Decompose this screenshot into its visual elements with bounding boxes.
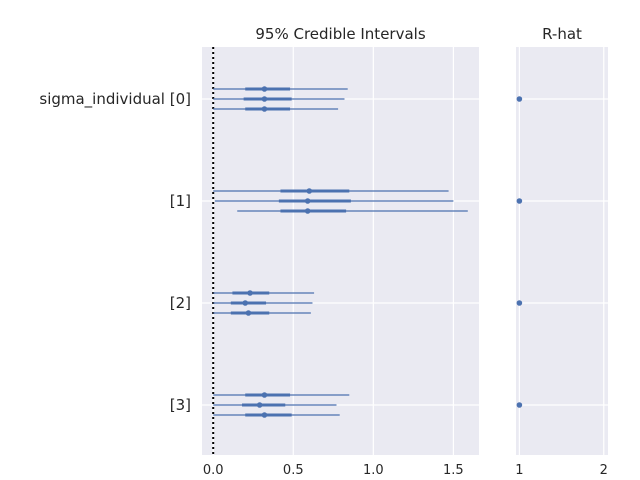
- rhat-plot-area: [516, 47, 608, 455]
- rhat-point: [516, 402, 523, 408]
- parameter-label: sigma_individual [0]: [39, 90, 191, 109]
- interval-median-point: [304, 208, 311, 214]
- credible-intervals-x-ticks: 0.0 0.5 1.0 1.5: [203, 463, 464, 478]
- parameter-label: [3]: [170, 396, 191, 414]
- credible-intervals-x-tick-label: 1.0: [363, 463, 384, 478]
- interval-median-point: [247, 290, 253, 296]
- credible-intervals-x-tick-label: 0.0: [203, 463, 224, 478]
- credible-intervals-title: 95% Credible Intervals: [255, 25, 425, 43]
- interval-median-point: [261, 392, 268, 398]
- interval-median-point: [242, 300, 249, 306]
- rhat-x-tick-label: 2: [600, 463, 608, 478]
- interval-median-point: [304, 198, 311, 204]
- interval-median-point: [261, 412, 268, 418]
- credible-intervals-panel: 95% Credible Intervals 0.0 0.5 1.0 1.5 sigm…: [39, 25, 479, 478]
- credible-intervals-plot-area: [202, 47, 479, 455]
- interval-median-point: [261, 86, 268, 92]
- rhat-gridlines: [516, 47, 608, 455]
- credible-intervals-x-tick-label: 0.5: [283, 463, 304, 478]
- interval-median-point: [256, 402, 263, 408]
- rhat-x-tick-label: 1: [515, 463, 523, 478]
- parameter-label: [1]: [170, 192, 191, 210]
- interval-median-point: [245, 310, 252, 316]
- credible-intervals-marks: [213, 86, 468, 418]
- parameter-labels: sigma_individual [0] [1] [2] [3]: [39, 90, 191, 414]
- credible-intervals-x-tick-label: 1.5: [443, 463, 464, 478]
- rhat-point: [516, 96, 523, 102]
- rhat-point: [516, 300, 523, 306]
- rhat-marks: [516, 96, 523, 408]
- parameter-label: [2]: [170, 294, 191, 312]
- rhat-point: [516, 198, 523, 204]
- interval-median-point: [261, 96, 268, 102]
- interval-median-point: [261, 106, 268, 112]
- interval-median-point: [306, 188, 313, 194]
- rhat-title: R-hat: [542, 25, 582, 43]
